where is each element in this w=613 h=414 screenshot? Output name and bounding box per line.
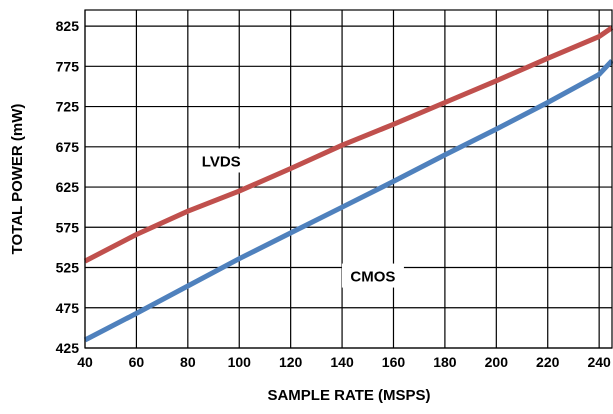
y-tick-label: 675 (56, 139, 80, 155)
x-tick-label: 100 (228, 354, 252, 370)
series-line-cmos (83, 58, 613, 343)
y-tick-label: 775 (56, 58, 80, 74)
series-labels: LVDS CMOS (190, 148, 404, 288)
y-axis-label: TOTAL POWER (mW) (9, 104, 26, 255)
series-label-cmos: CMOS (350, 269, 395, 286)
x-tick-label: 120 (279, 354, 303, 370)
series-label-bg (190, 148, 253, 173)
series-label-bg (341, 263, 404, 288)
x-tick-label: 200 (485, 354, 509, 370)
series-label-lvds: LVDS (202, 153, 241, 170)
x-tick-label: 240 (587, 354, 611, 370)
x-axis-label: SAMPLE RATE (MSPS) (267, 387, 430, 404)
y-tick-label: 825 (56, 18, 80, 34)
series-line-lvds (83, 25, 613, 264)
plot-frame (84, 9, 613, 349)
y-tick-label: 525 (56, 260, 80, 276)
y-tick-label: 725 (56, 99, 80, 115)
x-tick-label: 60 (129, 354, 145, 370)
x-tick-label: 140 (330, 354, 354, 370)
x-tick-label: 180 (433, 354, 457, 370)
y-tick-label: 475 (56, 300, 80, 316)
x-tick-label: 40 (77, 354, 93, 370)
y-axis-ticks: 425 475 525 575 625 675 725 775 825 (56, 18, 80, 356)
y-tick-label: 625 (56, 179, 80, 195)
x-tick-label: 220 (536, 354, 560, 370)
y-tick-label: 575 (56, 219, 80, 235)
x-axis-ticks: 40 60 80 100 120 140 160 180 200 220 240 (77, 354, 611, 370)
series-lines (83, 25, 613, 343)
x-tick-label: 80 (180, 354, 196, 370)
x-tick-label: 160 (382, 354, 406, 370)
y-tick-label: 425 (56, 340, 80, 356)
